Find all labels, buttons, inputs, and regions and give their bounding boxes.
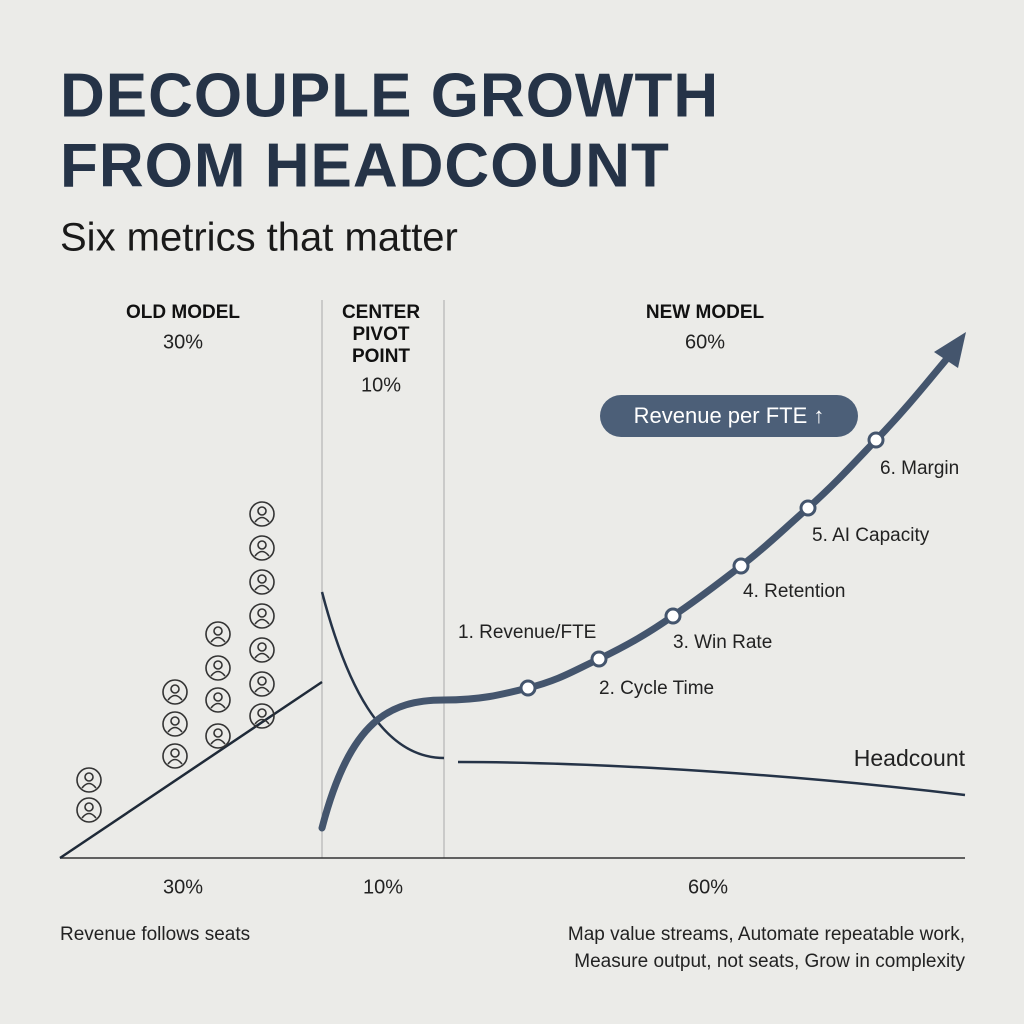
person-icon [249,671,275,697]
person-icon [162,743,188,769]
arrowhead [934,332,966,368]
metric-node [732,557,750,575]
metric-node [867,431,885,449]
person-icon [205,723,231,749]
metric-node [519,679,537,697]
section-share: 10% [363,876,403,898]
section-share: 10% [361,374,401,396]
headcount-line [457,760,966,797]
title-line: FROM HEADCOUNT [60,131,670,200]
person-icon [249,501,275,527]
metric-label: 6. Margin [880,458,959,479]
person-icon [76,797,102,823]
section-label: PIVOT [352,324,409,345]
caption: Measure output, not seats, Grow in compl… [574,951,965,972]
person-icon [249,535,275,561]
metric-label: 1. Revenue/FTE [458,622,596,643]
metric-label: 5. AI Capacity [812,525,930,546]
person-icon [162,711,188,737]
metric-nodes [519,431,885,697]
headcount-label: Headcount [854,745,966,771]
person-icon [205,621,231,647]
section-share: 30% [163,331,203,353]
person-icon [76,767,102,793]
declining-curve [320,591,445,760]
section-label: OLD MODEL [126,302,240,323]
metric-node [664,607,682,625]
metric-label: 4. Retention [743,581,845,602]
section-label: NEW MODEL [646,302,765,323]
caption: Map value streams, Automate repeatable w… [568,924,965,945]
badge-text: Revenue per FTE ↑ [634,403,825,428]
person-icon [249,703,275,729]
caption: Revenue follows seats [60,924,250,945]
section-share: 60% [685,331,725,353]
person-icon [249,637,275,663]
metric-label: 3. Win Rate [673,632,772,653]
headcount-icons [76,501,275,823]
person-icon [162,679,188,705]
metric-node [590,650,608,668]
person-icon [249,569,275,595]
person-icon [205,655,231,681]
subtitle: Six metrics that matter [60,216,458,260]
section-label: POINT [352,346,410,367]
badge [600,395,858,437]
person-icon [205,687,231,713]
section-share: 30% [163,876,203,898]
old-model-line [59,680,323,860]
section-label: CENTER [342,302,420,323]
person-icon [249,603,275,629]
metric-node [799,499,817,517]
metric-label: 2. Cycle Time [599,678,714,699]
section-share: 60% [688,876,728,898]
title-line: DECOUPLE GROWTH [60,61,719,130]
